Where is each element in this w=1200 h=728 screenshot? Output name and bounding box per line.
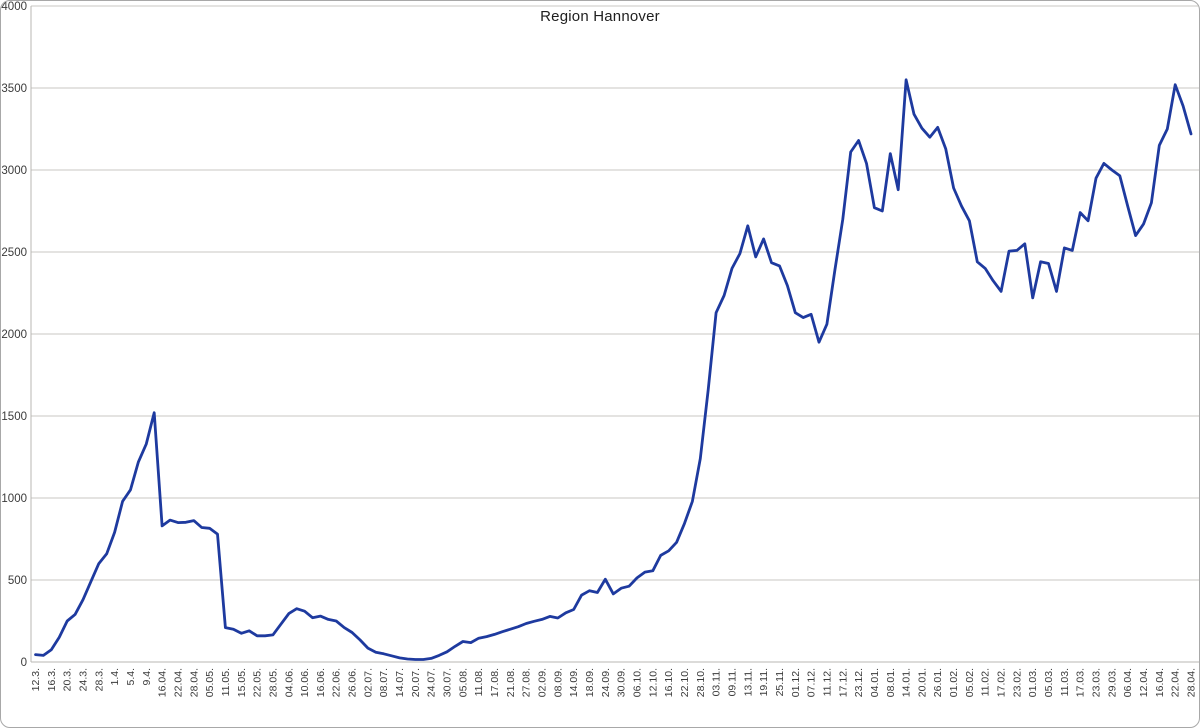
y-axis-tick-label: 2500 (1, 247, 27, 259)
x-axis-tick-label: 28.05. (267, 668, 279, 697)
x-axis-tick-label: 16.3. (46, 668, 58, 691)
x-axis-tick-label: 12.3. (30, 668, 42, 691)
x-axis-tick-label: 11.12. (821, 668, 833, 696)
x-axis-tick-label: 23.02. (1011, 668, 1023, 697)
y-axis-tick-label: 3500 (1, 83, 27, 95)
y-axis-tick-label: 2000 (1, 329, 27, 341)
x-axis-tick-label: 11.02. (980, 668, 992, 696)
x-axis-tick-label: 5.4. (125, 668, 137, 686)
x-axis-tick-label: 04.06. (283, 668, 295, 697)
x-axis-tick-label: 17.02. (996, 668, 1008, 697)
x-axis-tick-label: 05.05. (204, 668, 216, 697)
x-axis-tick-label: 15.05. (236, 668, 248, 697)
x-axis-tick-label: 01.02. (948, 668, 960, 697)
x-axis-tick-label: 08.01. (885, 668, 897, 697)
x-axis-tick-label: 18.09. (584, 668, 596, 697)
x-axis-tick-label: 30.09. (616, 668, 628, 697)
x-axis-tick-label: 22.05. (252, 668, 264, 697)
x-axis-tick-label: 14.01. (901, 668, 913, 697)
x-axis-tick-label: 10.06. (299, 668, 311, 697)
x-axis-tick-label: 16.04. (157, 668, 169, 697)
x-axis-tick-label: 19.11. (758, 668, 770, 696)
x-axis-tick-label: 9.4. (141, 668, 153, 686)
y-axis-tick-label: 500 (8, 575, 27, 587)
x-axis-tick-label: 27.08. (521, 668, 533, 697)
x-axis-tick-label: 20.3. (62, 668, 74, 691)
x-axis-tick-label: 03.11. (711, 668, 723, 696)
x-axis-tick-label: 13.11. (742, 668, 754, 696)
x-axis-tick-label: 30.07. (442, 668, 454, 697)
y-axis-tick-label: 1000 (1, 493, 27, 505)
x-axis-tick-label: 17.08. (489, 668, 501, 697)
x-axis-tick-label: 21.08. (505, 668, 517, 697)
x-axis-tick-label: 08.07. (378, 668, 390, 697)
x-axis-tick-label: 28.3. (93, 668, 105, 691)
x-axis-tick-label: 07.12. (806, 668, 818, 697)
x-axis-tick-label: 24.3. (77, 668, 89, 691)
chart-title: Region Hannover (540, 8, 660, 25)
x-axis-tick-label: 12.10. (647, 668, 659, 697)
x-axis-tick-label: 22.04. (172, 668, 184, 697)
x-axis-tick-label: 11.03. (1059, 668, 1071, 696)
x-axis-tick-label: 12.04. (1138, 668, 1150, 697)
x-axis-tick-label: 23.12. (853, 668, 865, 697)
x-axis-tick-label: 26.06. (347, 668, 359, 697)
x-axis-tick-label: 16.06. (315, 668, 327, 697)
x-axis-tick-label: 02.07. (362, 668, 374, 697)
x-axis-tick-label: 08.09. (552, 668, 564, 697)
x-axis-tick-label: 05.08. (457, 668, 469, 697)
y-axis-tick-label: 0 (21, 657, 27, 669)
y-axis-tick-label: 4000 (1, 1, 27, 13)
x-axis-tick-label: 20.07. (410, 668, 422, 697)
x-axis-tick-label: 16.10. (663, 668, 675, 697)
x-axis-tick-label: 01.03. (1027, 668, 1039, 697)
x-axis-tick-label: 23.03. (1091, 668, 1103, 697)
x-axis-tick-label: 20.01. (916, 668, 928, 697)
x-axis-tick-label: 05.02. (964, 668, 976, 697)
x-axis-tick-label: 11.08. (473, 668, 485, 696)
x-axis-tick-label: 17.03. (1075, 668, 1087, 697)
x-axis-tick-label: 25.11. (774, 668, 786, 696)
x-axis-tick-label: 04.01. (869, 668, 881, 697)
x-axis-tick-label: 17.12. (837, 668, 849, 697)
x-axis-tick-label: 02.09. (537, 668, 549, 697)
x-axis-tick-label: 1.4. (109, 668, 121, 686)
x-axis-tick-label: 26.01. (932, 668, 944, 697)
x-axis-tick-label: 16.04. (1154, 668, 1166, 697)
y-axis-tick-label: 3000 (1, 165, 27, 177)
x-axis-tick-label: 06.04. (1122, 668, 1134, 697)
x-axis-tick-label: 24.09. (600, 668, 612, 697)
x-axis-tick-label: 05.03. (1043, 668, 1055, 697)
x-axis-tick-label: 06.10. (631, 668, 643, 697)
x-axis-tick-label: 28.10. (695, 668, 707, 697)
y-axis-tick-label: 1500 (1, 411, 27, 423)
x-axis-tick-label: 14.07. (394, 668, 406, 697)
x-axis-tick-label: 14.09. (568, 668, 580, 697)
x-axis-tick-label: 22.10. (679, 668, 691, 697)
x-axis-tick-label: 09.11. (726, 668, 738, 696)
x-axis-tick-label: 22.04. (1170, 668, 1182, 697)
x-axis-tick-label: 01.12. (790, 668, 802, 697)
x-axis-tick-label: 29.03. (1106, 668, 1118, 697)
data-series-line (34, 78, 1193, 661)
x-axis-tick-label: 28.04. (1186, 668, 1198, 697)
x-axis-tick-label: 28.04. (188, 668, 200, 697)
x-axis-tick-label: 24.07. (426, 668, 438, 697)
x-axis-tick-label: 22.06. (331, 668, 343, 697)
x-axis-tick-label: 11.05. (220, 668, 232, 696)
